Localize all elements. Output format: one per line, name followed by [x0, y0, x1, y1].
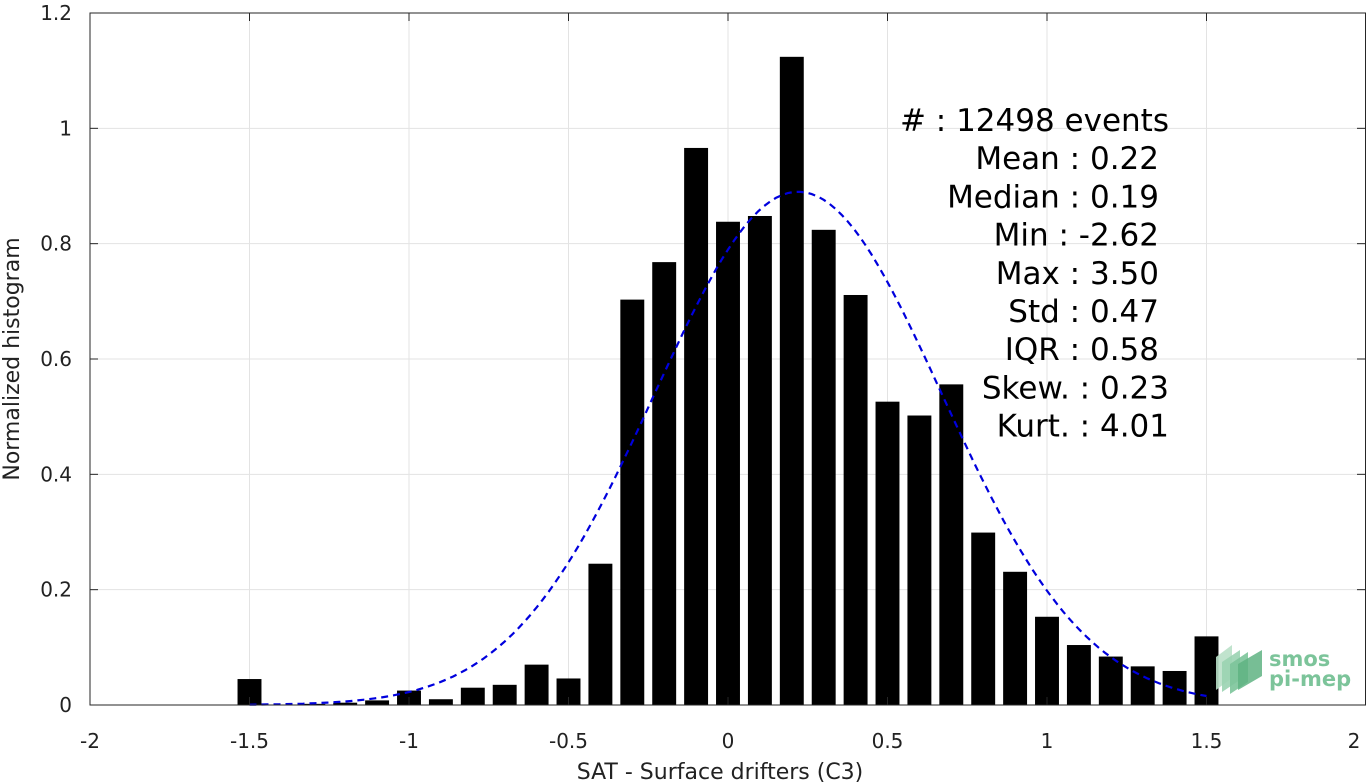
histogram-bar — [1162, 670, 1187, 705]
stat-label: Skew. — [982, 370, 1080, 406]
x-tick-label: -0.5 — [549, 729, 588, 753]
histogram-bar — [907, 415, 932, 705]
stat-value: : 0.58 — [1070, 332, 1159, 368]
stat-value: : 3.50 — [1070, 256, 1159, 292]
stat-label: Median — [947, 179, 1070, 215]
stat-label: Kurt. — [997, 409, 1080, 445]
histogram-bar — [524, 664, 549, 705]
y-tick-label: 1.2 — [40, 1, 72, 25]
stat-label: Std — [1008, 294, 1069, 330]
stat-line: IQR : 0.58 — [1005, 332, 1159, 368]
stat-line: Skew. : 0.23 — [982, 370, 1169, 406]
stat-value: : 0.47 — [1070, 294, 1159, 330]
x-axis-tick-labels: -2 -1.5 -1 -0.5 0 0.5 1 1.5 2 — [80, 729, 1360, 753]
x-tick-label: -1.5 — [230, 729, 269, 753]
stat-line: Min : -2.62 — [994, 218, 1159, 254]
normal-fit-curve — [249, 190, 1207, 706]
stat-line: Mean : 0.22 — [975, 141, 1159, 177]
histogram-bar — [811, 229, 836, 705]
histogram-bar — [684, 147, 709, 705]
x-tick-label: -2 — [80, 729, 100, 753]
axis-ticks — [89, 12, 1366, 706]
histogram-bar — [620, 299, 645, 705]
stat-line: Max : 3.50 — [996, 256, 1159, 292]
histogram-bar — [492, 684, 517, 705]
x-tick-label: 1 — [1041, 729, 1054, 753]
histogram-bar — [747, 215, 772, 705]
stat-label: Max — [996, 256, 1070, 292]
histogram-bar — [460, 687, 485, 705]
histogram-bar — [875, 401, 900, 705]
stat-value: : 0.23 — [1080, 370, 1169, 406]
histogram-bar — [971, 532, 996, 705]
stat-line: Median : 0.19 — [947, 179, 1159, 215]
stat-value: : 4.01 — [1080, 409, 1169, 445]
histogram-bar — [779, 56, 804, 706]
stat-label: IQR — [1005, 332, 1070, 368]
x-tick-label: -1 — [399, 729, 419, 753]
histogram-bar — [588, 563, 613, 705]
stat-label: # — [900, 103, 936, 139]
stat-label: Mean — [975, 141, 1069, 177]
x-tick-label: 1.5 — [1191, 729, 1223, 753]
y-tick-label: 0.8 — [40, 232, 72, 256]
y-tick-label: 0.4 — [40, 462, 72, 486]
stat-label: Min — [994, 218, 1059, 254]
histogram-bar — [237, 679, 262, 705]
histogram-bar — [301, 703, 326, 705]
stat-line: # : 12498 events — [900, 103, 1169, 139]
y-tick-label: 0.2 — [40, 578, 72, 602]
y-tick-label: 0.6 — [40, 347, 72, 371]
stat-value: : -2.62 — [1058, 218, 1159, 254]
stat-value: : 0.22 — [1070, 141, 1159, 177]
histogram-bar — [365, 700, 390, 705]
histogram-bar — [428, 699, 453, 705]
smos-pimep-logo: smos pi-mep — [1216, 645, 1351, 694]
y-tick-label: 0 — [59, 693, 72, 717]
x-tick-label: 2 — [1348, 729, 1361, 753]
x-tick-label: 0.5 — [872, 729, 904, 753]
stat-value: : 0.19 — [1070, 179, 1159, 215]
histogram-bar — [716, 221, 740, 705]
x-tick-label: 0 — [722, 729, 735, 753]
logo-text-smos: smos — [1269, 647, 1330, 671]
y-tick-label: 1 — [59, 116, 72, 140]
stat-line: Kurt. : 4.01 — [997, 409, 1169, 445]
histogram-bar — [843, 294, 868, 705]
stat-value: : 12498 events — [936, 103, 1169, 139]
histogram-bar — [652, 262, 677, 705]
histogram-bar — [939, 384, 964, 705]
histogram-bar — [1035, 616, 1059, 705]
histogram-bars — [237, 56, 1219, 706]
histogram-bar — [1098, 656, 1123, 705]
histogram-bar — [1194, 636, 1219, 705]
y-axis-label: Normalized histogram — [0, 237, 25, 480]
x-axis-label: SAT - Surface drifters (C3) — [577, 760, 864, 784]
logo-text-pimep: pi-mep — [1269, 667, 1351, 691]
stat-line: Std : 0.47 — [1008, 294, 1159, 330]
y-axis-tick-labels: 0 0.2 0.4 0.6 0.8 1 1.2 — [40, 1, 72, 717]
histogram-bar — [1003, 571, 1028, 705]
histogram-bar — [556, 678, 581, 705]
logo-icon — [1216, 645, 1262, 694]
histogram-bar — [1130, 666, 1155, 705]
histogram-bar — [333, 702, 358, 705]
histogram-bar — [1066, 645, 1091, 705]
